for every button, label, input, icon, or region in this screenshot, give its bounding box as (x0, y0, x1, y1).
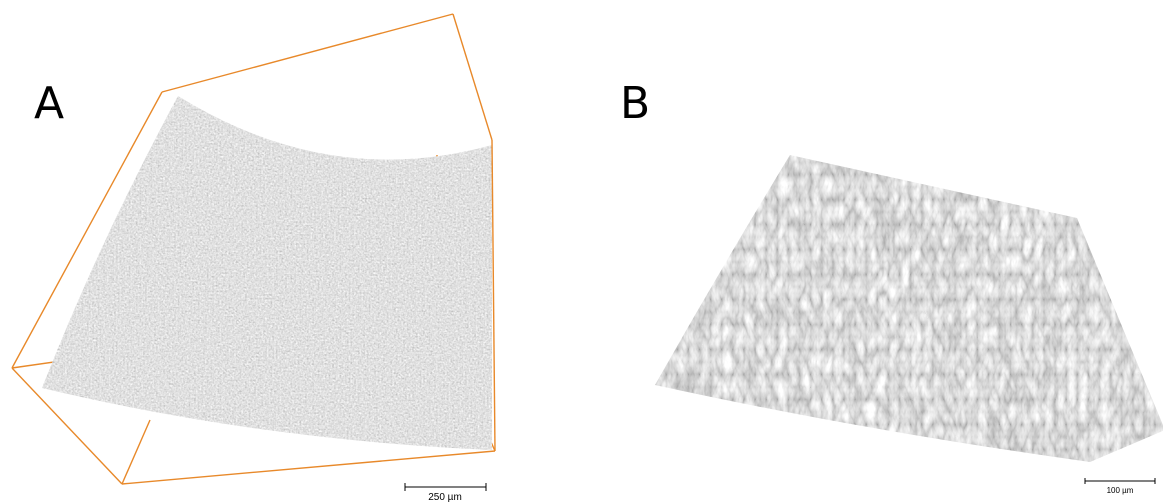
panel-label: A (34, 78, 64, 129)
scale-bar-label: 100 µm (1107, 486, 1134, 495)
scale-bar: 250 µm (405, 483, 486, 503)
figure: A 250 µm B 100 µm (0, 0, 1163, 504)
surface-rendering (655, 155, 1163, 462)
surface-rendering (42, 96, 492, 450)
scale-bar-label: 250 µm (428, 492, 462, 503)
panel-label: B (620, 78, 650, 129)
scale-bar: 100 µm (1085, 478, 1155, 495)
